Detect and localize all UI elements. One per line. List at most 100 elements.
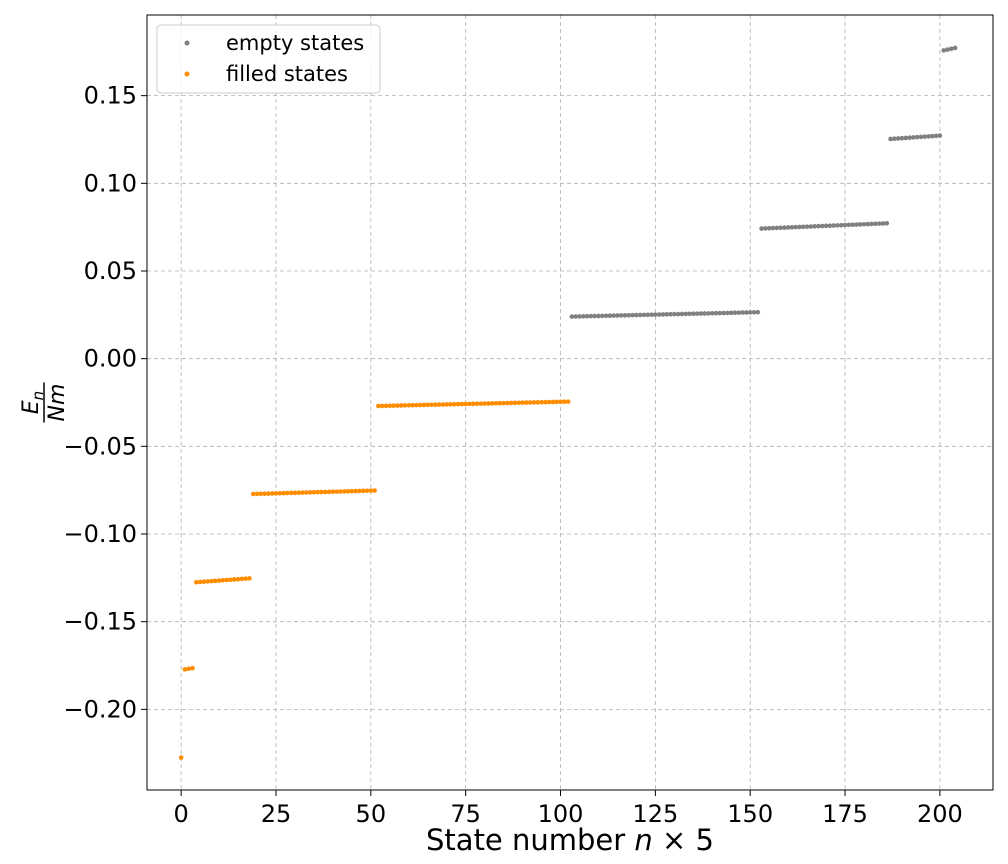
empty-states-point [948, 46, 954, 52]
filled-states-point [357, 488, 362, 494]
filled-states-point [383, 403, 389, 409]
filled-states-point [562, 399, 567, 405]
filled-states-point [364, 488, 370, 494]
x-tick-label: 100 [538, 800, 584, 828]
filled-states-point [307, 490, 313, 495]
filled-states-point [546, 399, 552, 405]
filled-states-point [182, 667, 188, 672]
empty-states-point [630, 312, 635, 318]
empty-states-point [599, 313, 605, 319]
empty-states-point [645, 312, 651, 318]
filled-states-point [326, 489, 332, 495]
filled-states-point [186, 666, 192, 672]
empty-states-point [732, 310, 738, 316]
legend-marker-empty-states [184, 40, 190, 46]
empty-states-point [873, 221, 878, 227]
empty-states-point [725, 310, 730, 316]
filled-states-point [376, 403, 381, 409]
filled-states-point [311, 489, 317, 495]
legend-box [156, 24, 381, 94]
filled-states-point [550, 399, 556, 405]
empty-states-point [649, 312, 654, 318]
filled-states-point [231, 577, 237, 582]
empty-states-point [668, 311, 673, 317]
y-tick-label: −0.05 [63, 432, 137, 460]
x-axis-label-prefix: State number [426, 823, 634, 857]
empty-states-point [812, 224, 817, 229]
empty-states-point [801, 224, 806, 230]
empty-states-point [656, 312, 662, 317]
empty-states-point [611, 313, 616, 318]
empty-states-point [675, 311, 681, 317]
empty-states-point [884, 221, 890, 226]
filled-states-point [433, 402, 438, 407]
empty-states-point [876, 221, 882, 226]
filled-states-point [372, 488, 377, 493]
empty-states-point [728, 310, 734, 316]
filled-states-point [250, 491, 256, 497]
filled-states-point [349, 488, 355, 494]
filled-states-point [304, 490, 309, 495]
y-tick-label: 0.10 [84, 169, 137, 197]
empty-states-point [603, 313, 609, 319]
empty-states-point [615, 313, 620, 318]
filled-states-point [285, 490, 290, 496]
empty-states-point [751, 309, 757, 315]
empty-states-point [838, 222, 844, 228]
y-axis-label-denominator: Nm [45, 384, 70, 422]
filled-states-point [497, 400, 503, 406]
filled-states-point [258, 491, 264, 497]
x-axis-label-variable: n [634, 823, 652, 857]
filled-states-point [368, 488, 374, 493]
filled-states-point [288, 490, 294, 496]
data-points [178, 45, 958, 760]
filled-states-point [273, 491, 279, 496]
empty-states-point [922, 134, 928, 139]
y-axis-label-E: E [19, 400, 44, 414]
empty-states-point [721, 310, 726, 316]
empty-states-point [584, 313, 590, 319]
filled-states-point [467, 401, 472, 407]
empty-states-point [706, 311, 711, 316]
x-tick-label: 200 [917, 800, 963, 828]
filled-states-point [501, 400, 506, 406]
filled-states-point [463, 401, 468, 407]
empty-states-point [702, 311, 707, 316]
filled-states-point [459, 401, 465, 407]
y-tick-label: −0.15 [63, 608, 137, 636]
filled-states-point [220, 577, 226, 583]
filled-states-point [235, 576, 241, 582]
filled-states-point [243, 576, 248, 581]
empty-states-point [687, 311, 692, 317]
y-tick-label: −0.20 [63, 695, 137, 723]
filled-states-point [345, 488, 351, 494]
empty-states-point [945, 47, 950, 52]
y-axis-label-subscript: n [29, 391, 47, 401]
empty-states-point [694, 311, 700, 316]
empty-states-point [740, 310, 745, 315]
filled-states-point [360, 488, 366, 494]
filled-states-point [531, 400, 537, 405]
filled-states-point [474, 401, 480, 407]
empty-states-point [827, 223, 833, 228]
empty-states-point [774, 225, 780, 231]
empty-states-point [861, 221, 867, 227]
filled-states-point [436, 402, 442, 407]
empty-states-point [914, 134, 920, 140]
empty-states-point [941, 48, 946, 53]
filled-states-point [395, 403, 400, 408]
filled-states-point [319, 489, 324, 495]
filled-states-point [292, 490, 298, 496]
filled-states-point [277, 490, 283, 496]
filled-states-point [565, 399, 571, 404]
empty-states-point [907, 135, 912, 140]
filled-states-point [478, 401, 484, 406]
filled-states-point [429, 402, 434, 408]
empty-states-point [747, 310, 753, 315]
filled-states-point [209, 578, 214, 584]
empty-states-point [808, 224, 814, 229]
empty-states-point [713, 310, 719, 316]
filled-states-point [205, 579, 210, 584]
